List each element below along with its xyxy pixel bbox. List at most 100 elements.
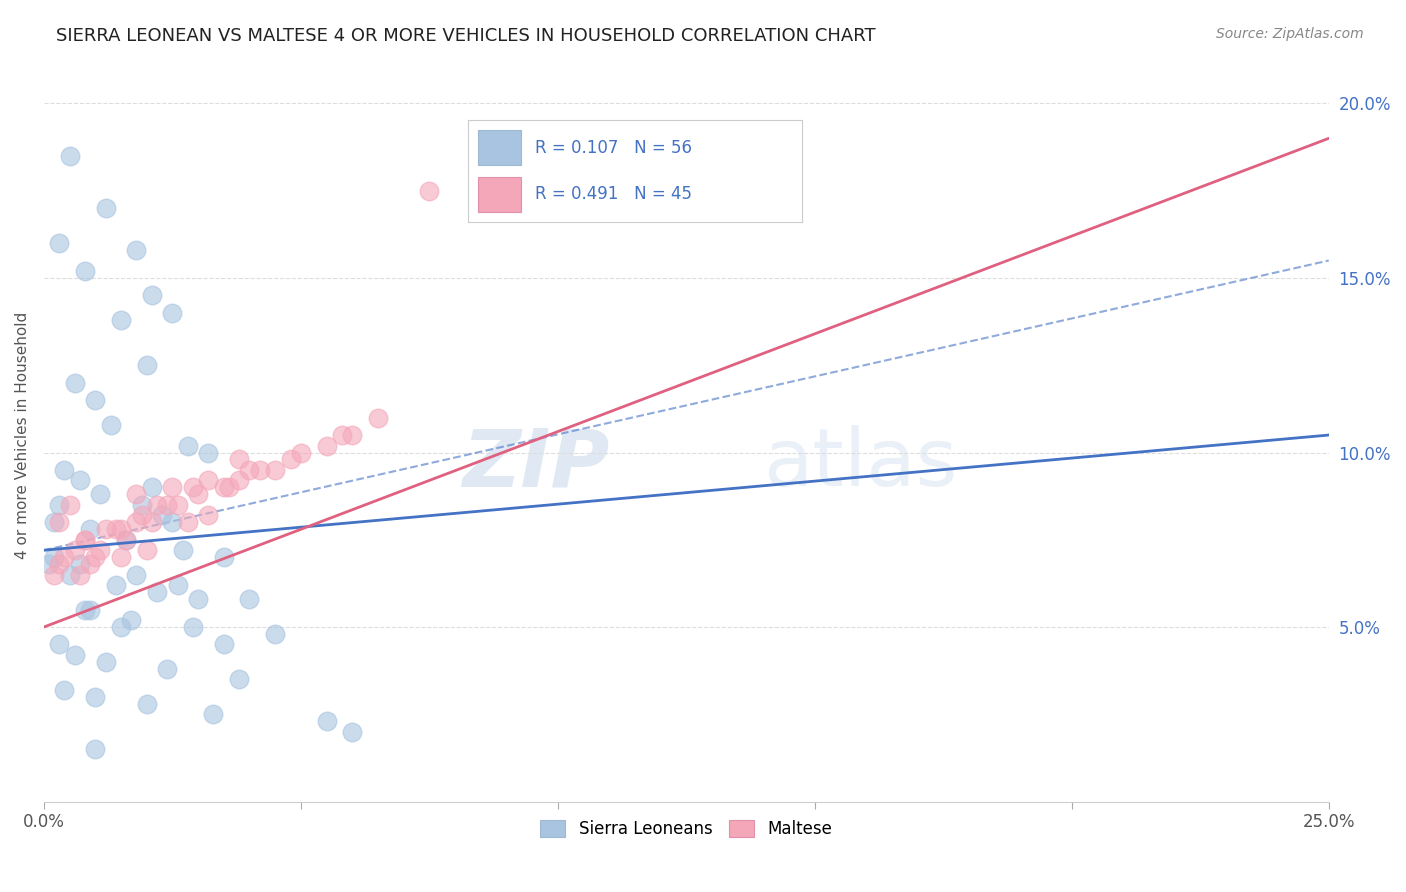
Point — [181, 480, 204, 494]
Point — [94, 201, 117, 215]
Point — [218, 480, 240, 494]
Point — [44, 550, 66, 565]
Point — [63, 648, 86, 662]
Point — [125, 516, 148, 530]
Point — [181, 620, 204, 634]
Point — [228, 673, 250, 687]
Point — [187, 487, 209, 501]
Point — [342, 724, 364, 739]
Point — [125, 243, 148, 257]
Point — [131, 498, 153, 512]
Y-axis label: 4 or more Vehicles in Household: 4 or more Vehicles in Household — [15, 311, 30, 558]
Point — [53, 550, 76, 565]
Text: SIERRA LEONEAN VS MALTESE 4 OR MORE VEHICLES IN HOUSEHOLD CORRELATION CHART: SIERRA LEONEAN VS MALTESE 4 OR MORE VEHI… — [56, 27, 876, 45]
Point — [58, 498, 80, 512]
Point — [48, 235, 70, 250]
Point — [166, 498, 188, 512]
Point — [197, 508, 219, 523]
Point — [69, 474, 91, 488]
Point — [104, 578, 127, 592]
Point — [38, 558, 60, 572]
Point — [315, 438, 337, 452]
Point — [69, 567, 91, 582]
Point — [141, 288, 163, 302]
Point — [53, 682, 76, 697]
Point — [48, 498, 70, 512]
Point — [110, 620, 132, 634]
Point — [115, 533, 138, 547]
Point — [79, 558, 101, 572]
Point — [162, 516, 184, 530]
Point — [73, 533, 96, 547]
Point — [238, 463, 260, 477]
Point — [238, 592, 260, 607]
Point — [125, 487, 148, 501]
Point — [141, 480, 163, 494]
Point — [84, 690, 107, 704]
Point — [44, 567, 66, 582]
Point — [58, 567, 80, 582]
Point — [48, 638, 70, 652]
Point — [264, 463, 287, 477]
Point — [212, 550, 235, 565]
Point — [63, 543, 86, 558]
Point — [135, 358, 157, 372]
Point — [146, 498, 169, 512]
Point — [202, 707, 225, 722]
Point — [367, 410, 389, 425]
Point — [69, 558, 91, 572]
Point — [110, 313, 132, 327]
Point — [48, 558, 70, 572]
Point — [156, 498, 179, 512]
Point — [212, 480, 235, 494]
Point — [48, 516, 70, 530]
Point — [84, 393, 107, 408]
Point — [162, 480, 184, 494]
Point — [115, 533, 138, 547]
Point — [94, 522, 117, 536]
Point — [146, 585, 169, 599]
Point — [264, 627, 287, 641]
Point — [141, 516, 163, 530]
Text: atlas: atlas — [763, 425, 957, 503]
Point — [84, 742, 107, 756]
Point — [73, 602, 96, 616]
Point — [197, 445, 219, 459]
Point — [166, 578, 188, 592]
Point — [228, 452, 250, 467]
Point — [177, 516, 200, 530]
Point — [280, 452, 302, 467]
Point — [100, 417, 122, 432]
Point — [135, 697, 157, 711]
Point — [212, 638, 235, 652]
Point — [89, 543, 111, 558]
Point — [53, 463, 76, 477]
Point — [228, 474, 250, 488]
Point — [110, 522, 132, 536]
Point — [73, 533, 96, 547]
Point — [187, 592, 209, 607]
Point — [177, 438, 200, 452]
Point — [73, 264, 96, 278]
Point — [330, 428, 353, 442]
Point — [79, 522, 101, 536]
Point — [172, 543, 194, 558]
Point — [162, 306, 184, 320]
Point — [131, 508, 153, 523]
Point — [197, 474, 219, 488]
Point — [110, 550, 132, 565]
Point — [58, 149, 80, 163]
Point — [290, 445, 312, 459]
Point — [125, 567, 148, 582]
Point — [135, 543, 157, 558]
Point — [79, 602, 101, 616]
Text: Source: ZipAtlas.com: Source: ZipAtlas.com — [1216, 27, 1364, 41]
Point — [120, 613, 142, 627]
Point — [418, 184, 440, 198]
Point — [84, 550, 107, 565]
Point — [249, 463, 271, 477]
Point — [63, 376, 86, 390]
Point — [315, 714, 337, 729]
Point — [44, 516, 66, 530]
Point — [342, 428, 364, 442]
